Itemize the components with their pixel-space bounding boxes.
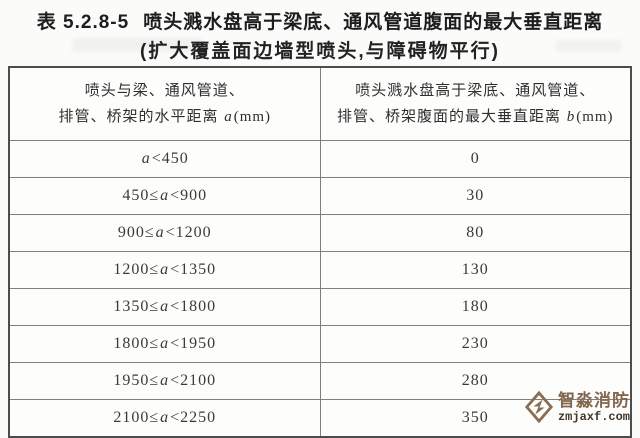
header-right-line2: 排管、桥架腹面的最大垂直距离	[336, 109, 566, 125]
variable-a: a	[160, 298, 170, 315]
table-row: a<450 0	[8, 140, 632, 178]
range-post: <1350	[170, 261, 217, 278]
range-cell: 1200≤a<1350	[8, 251, 321, 289]
value-cell: 230	[319, 325, 632, 363]
spec-table: 喷头与梁、通风管道、 排管、桥架的水平距离 a(mm) 喷头溅水盘高于梁底、通风…	[8, 66, 632, 438]
value-cell: 280	[319, 362, 632, 400]
watermark-site: zmjaxf.com	[557, 409, 630, 424]
range-cell: 1350≤a<1800	[8, 288, 321, 326]
table-row: 450≤a<900 30	[8, 177, 632, 215]
range-cell: a<450	[8, 140, 321, 178]
header-left-line2: 排管、桥架的水平距离	[58, 109, 224, 125]
table-subtitle: (扩大覆盖面边墙型喷头,与障碍物平行)	[140, 41, 500, 62]
range-post: <2250	[170, 409, 217, 426]
range-pre: 450≤	[122, 187, 160, 204]
range-pre: 900≤	[117, 224, 155, 241]
value-cell: 80	[319, 214, 632, 252]
header-left-unit: (mm)	[233, 109, 272, 125]
range-post: <1950	[170, 335, 217, 352]
table-row: 1350≤a<1800 180	[8, 288, 632, 326]
header-right-unit: (mm)	[576, 109, 614, 125]
range-post: <2100	[170, 372, 217, 389]
table-row: 1800≤a<1950 230	[8, 325, 632, 363]
range-pre: 1950≤	[113, 372, 160, 389]
range-post: <900	[170, 187, 208, 204]
value-cell: 180	[319, 288, 632, 326]
table-row: 1950≤a<2100 280	[8, 362, 632, 400]
variable-b: b	[566, 109, 576, 125]
variable-a: a	[155, 224, 165, 241]
watermark-text: 智淼消防 zmjaxf.com	[558, 392, 630, 423]
range-pre: 1200≤	[113, 261, 160, 278]
table-row: 900≤a<1200 80	[8, 214, 632, 252]
variable-a: a	[141, 150, 151, 167]
table-title: 表 5.2.8-5 喷头溅水盘高于梁底、通风管道腹面的最大垂直距离	[0, 7, 640, 34]
range-post: <1200	[165, 224, 212, 241]
range-pre: 1350≤	[113, 298, 160, 315]
variable-a: a	[160, 335, 170, 352]
range-cell: 450≤a<900	[8, 177, 321, 215]
range-cell: 1800≤a<1950	[8, 325, 321, 363]
header-cell-horizontal-distance: 喷头与梁、通风管道、 排管、桥架的水平距离 a(mm)	[8, 66, 321, 141]
header-cell-vertical-distance: 喷头溅水盘高于梁底、通风管道、 排管、桥架腹面的最大垂直距离 b(mm)	[319, 66, 632, 141]
range-post: <1800	[170, 298, 217, 315]
header-row: 喷头与梁、通风管道、 排管、桥架的水平距离 a(mm) 喷头溅水盘高于梁底、通风…	[8, 66, 632, 141]
variable-a: a	[160, 372, 170, 389]
header-left-line1: 喷头与梁、通风管道、	[84, 83, 245, 99]
table-title-text: 喷头溅水盘高于梁底、通风管道腹面的最大垂直距离	[143, 12, 604, 33]
table-row: 1200≤a<1350 130	[8, 251, 632, 289]
watermark-brand: 智淼消防	[557, 390, 630, 410]
value-cell: 130	[319, 251, 632, 289]
variable-a: a	[160, 409, 170, 426]
range-pre: 1800≤	[113, 335, 160, 352]
diamond-z-logo-icon	[524, 390, 554, 424]
value-cell: 0	[319, 140, 632, 178]
table-number: 表 5.2.8-5	[36, 12, 130, 33]
range-cell: 1950≤a<2100	[8, 362, 321, 400]
value-cell: 30	[319, 177, 632, 215]
range-cell: 2100≤a<2250	[8, 399, 321, 438]
variable-a: a	[224, 109, 233, 125]
header-right-line1: 喷头溅水盘高于梁底、通风管道、	[355, 83, 596, 99]
range-post: <450	[151, 150, 189, 167]
variable-a: a	[160, 187, 170, 204]
watermark: 智淼消防 zmjaxf.com	[524, 390, 630, 424]
range-pre: 2100≤	[113, 409, 160, 426]
range-cell: 900≤a<1200	[8, 214, 321, 252]
variable-a: a	[160, 261, 170, 278]
